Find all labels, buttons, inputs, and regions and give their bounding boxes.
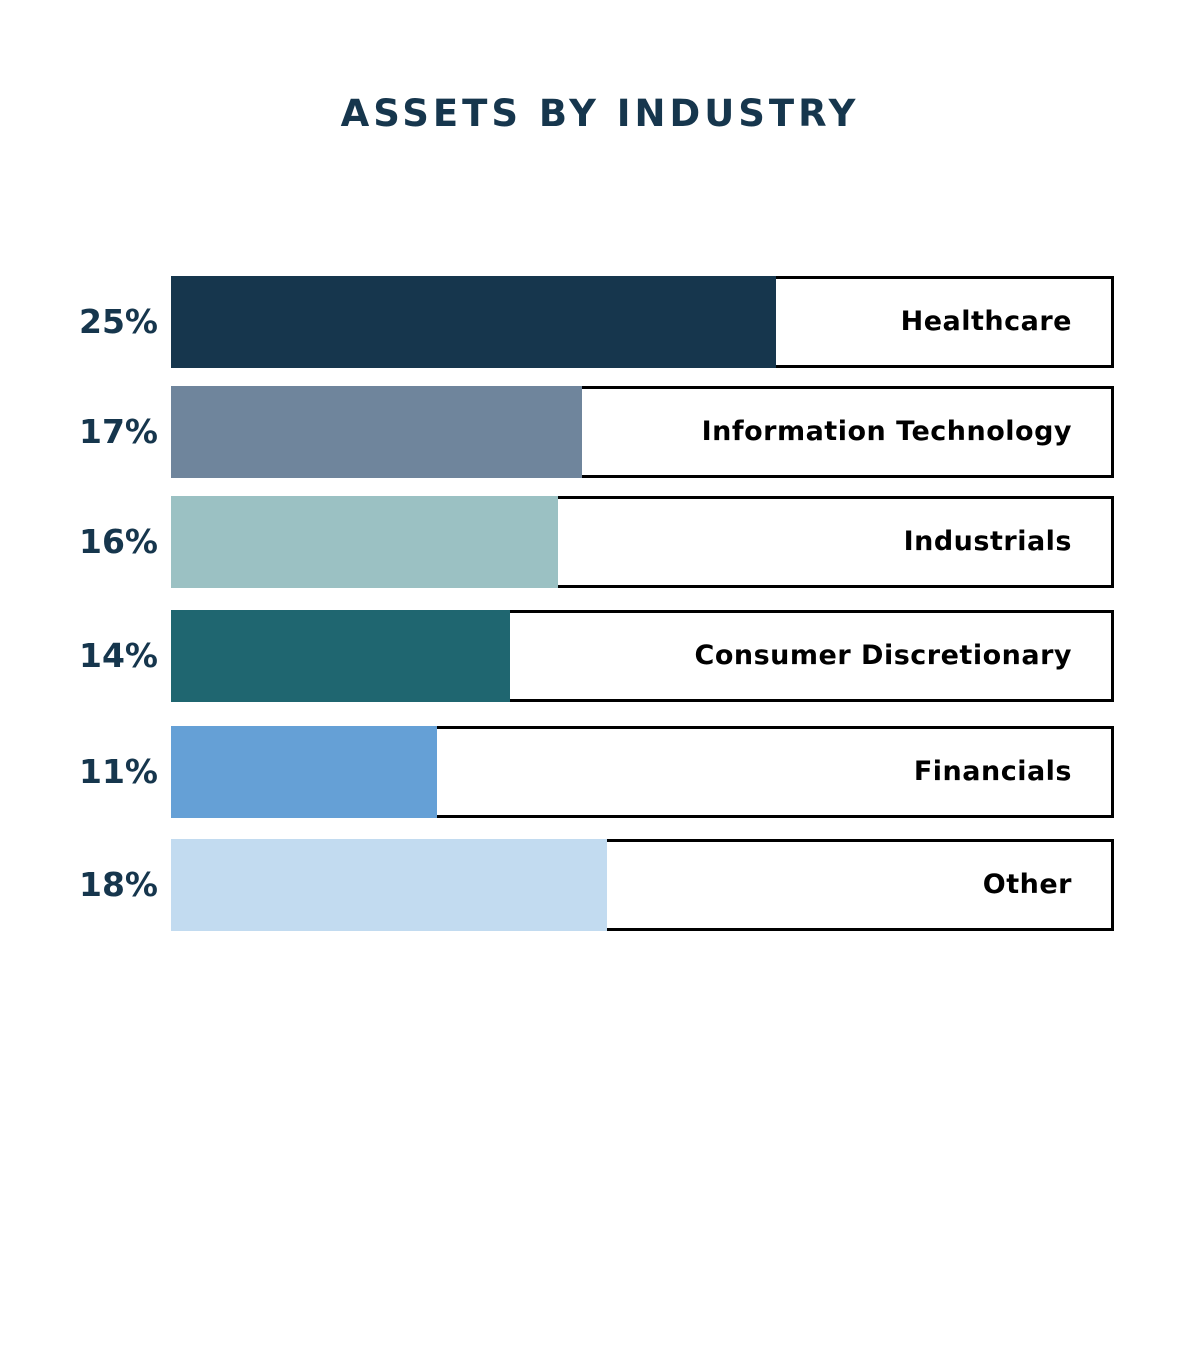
value-label-healthcare: 25% [79,302,158,341]
category-label-consumer-discretionary: Consumer Discretionary [694,640,1072,671]
value-label-other: 18% [79,865,158,904]
bar-information-technology [171,386,582,478]
bar-row-financials: 11% Financials [0,726,1200,818]
bar-row-information-technology: 17% Information Technology [0,386,1200,478]
bar-consumer-discretionary [171,610,510,702]
category-label-industrials: Industrials [903,526,1072,557]
bar-row-healthcare: 25% Healthcare [0,276,1200,368]
category-label-information-technology: Information Technology [701,416,1072,447]
category-label-financials: Financials [913,756,1072,787]
bar-row-other: 18% Other [0,839,1200,931]
value-label-consumer-discretionary: 14% [79,636,158,675]
bar-financials [171,726,437,818]
category-label-other: Other [982,869,1072,900]
category-label-healthcare: Healthcare [900,306,1072,337]
value-label-industrials: 16% [79,522,158,561]
bar-other [171,839,607,931]
bar-industrials [171,496,558,588]
value-label-financials: 11% [79,752,158,791]
bar-row-consumer-discretionary: 14% Consumer Discretionary [0,610,1200,702]
bar-healthcare [171,276,776,368]
chart-title: ASSETS BY INDUSTRY [340,92,860,135]
value-label-information-technology: 17% [79,412,158,451]
bar-row-industrials: 16% Industrials [0,496,1200,588]
